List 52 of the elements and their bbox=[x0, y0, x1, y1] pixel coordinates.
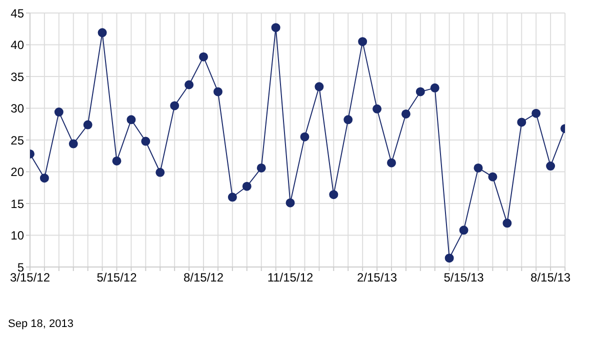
point bbox=[386, 158, 396, 168]
x-tick-label: 8/15/13 bbox=[530, 270, 571, 285]
point bbox=[83, 120, 92, 130]
y-tick-label: 15 bbox=[10, 196, 24, 211]
point bbox=[444, 254, 454, 263]
point bbox=[372, 104, 382, 114]
y-tick-label: 35 bbox=[10, 70, 24, 84]
point bbox=[199, 52, 208, 62]
point bbox=[40, 174, 49, 183]
point bbox=[358, 37, 368, 46]
x-tick-label: 5/15/12 bbox=[96, 270, 138, 285]
point bbox=[170, 101, 180, 110]
y-tick-label: 20 bbox=[10, 165, 24, 180]
y-tick-label: 10 bbox=[10, 228, 24, 243]
point bbox=[546, 162, 556, 171]
point bbox=[242, 182, 252, 191]
x-tick-label: 2/15/13 bbox=[357, 270, 398, 285]
point bbox=[314, 82, 324, 92]
text: Sep 18, 2013 bbox=[8, 318, 74, 330]
y-tick-label: 30 bbox=[10, 102, 24, 116]
x-tick-label: 8/15/12 bbox=[183, 270, 224, 285]
point bbox=[271, 23, 280, 32]
point bbox=[112, 156, 122, 166]
point bbox=[532, 108, 541, 118]
point bbox=[300, 132, 310, 142]
point bbox=[459, 226, 468, 235]
y-tick-label: 40 bbox=[10, 38, 24, 52]
y-tick-label: 45 bbox=[10, 6, 24, 20]
point bbox=[228, 192, 237, 202]
point bbox=[286, 198, 295, 208]
point bbox=[141, 136, 150, 146]
point bbox=[474, 163, 483, 172]
point bbox=[401, 109, 410, 118]
x-tick-label: 11/15/12 bbox=[267, 270, 314, 285]
point bbox=[517, 118, 526, 127]
x-tick-label: 5/15/13 bbox=[444, 270, 484, 285]
point bbox=[488, 172, 498, 182]
y-tick-label: 25 bbox=[10, 133, 24, 148]
point bbox=[416, 87, 425, 96]
point bbox=[502, 218, 512, 228]
point bbox=[68, 139, 78, 148]
point bbox=[98, 28, 107, 38]
point bbox=[329, 190, 338, 200]
point bbox=[213, 87, 222, 96]
point bbox=[344, 115, 353, 124]
point bbox=[430, 83, 440, 92]
point bbox=[184, 80, 194, 90]
point bbox=[54, 108, 64, 117]
point bbox=[256, 163, 266, 172]
x-tick-label: 3/15/12 bbox=[10, 270, 50, 285]
point bbox=[126, 115, 136, 124]
point bbox=[156, 168, 165, 177]
